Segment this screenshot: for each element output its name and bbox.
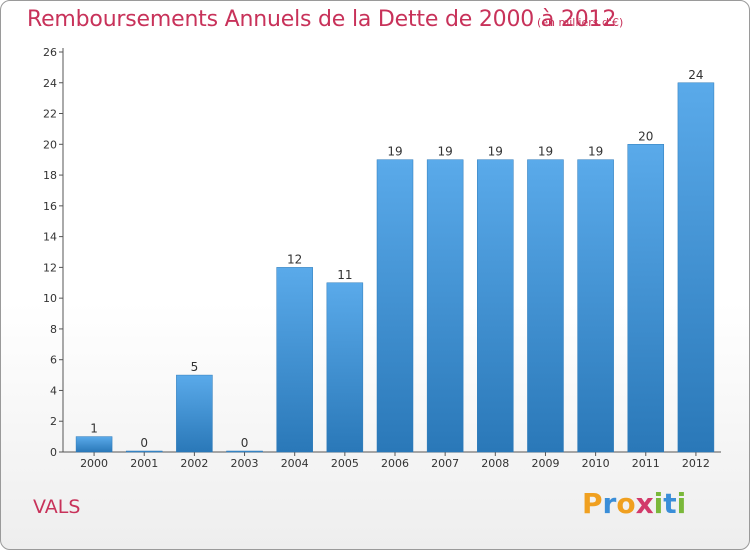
bar-2000 <box>75 436 113 453</box>
logo-letter: x <box>635 487 654 520</box>
x-tick-label: 2004 <box>281 457 309 470</box>
bar-2011 <box>627 144 665 453</box>
x-tick-label: 2008 <box>481 457 509 470</box>
bar-2009 <box>527 159 564 453</box>
x-tick-label: 2003 <box>231 457 259 470</box>
value-label: 19 <box>488 145 503 159</box>
value-label: 1 <box>90 422 98 436</box>
x-tick-label: 2007 <box>431 457 459 470</box>
y-tick-label: 0 <box>50 446 57 459</box>
bar-2010 <box>577 159 614 453</box>
bar-2004 <box>276 267 313 453</box>
y-tick-label: 16 <box>43 200 57 213</box>
x-tick-label: 2011 <box>632 457 660 470</box>
x-tick-label: 2006 <box>381 457 409 470</box>
x-tick-label: 2010 <box>582 457 610 470</box>
value-label: 19 <box>588 145 603 159</box>
value-label: 19 <box>438 145 453 159</box>
y-tick-label: 8 <box>50 323 57 336</box>
commune-name: VALS <box>33 496 81 518</box>
proxiti-logo: Proxiti <box>582 487 686 520</box>
bar-2006 <box>376 159 414 453</box>
bar-2007 <box>426 159 464 453</box>
y-tick-label: 12 <box>43 261 57 274</box>
y-tick-label: 18 <box>43 169 57 182</box>
y-tick-label: 10 <box>43 292 57 305</box>
value-label: 11 <box>337 268 352 282</box>
y-tick-label: 20 <box>43 138 57 151</box>
logo-letter: P <box>582 487 603 520</box>
value-label: 0 <box>140 436 148 450</box>
logo-letter: i <box>676 487 687 520</box>
x-tick-label: 2002 <box>180 457 208 470</box>
value-label: 5 <box>191 360 199 374</box>
value-label: 12 <box>287 252 302 266</box>
value-label: 20 <box>638 129 653 143</box>
bar-2003 <box>226 450 263 453</box>
value-label: 19 <box>387 145 402 159</box>
logo-letter: o <box>616 487 636 520</box>
logo-letter: r <box>602 487 617 520</box>
logo-letter: i <box>653 487 664 520</box>
y-tick-label: 14 <box>43 231 57 244</box>
y-tick-label: 26 <box>43 46 57 59</box>
y-tick-label: 22 <box>43 108 57 121</box>
y-tick-label: 6 <box>50 354 57 367</box>
bar-2002 <box>176 374 213 453</box>
x-tick-label: 2001 <box>130 457 158 470</box>
x-tick-label: 2009 <box>531 457 559 470</box>
x-tick-label: 2000 <box>80 457 108 470</box>
y-tick-label: 4 <box>50 384 57 397</box>
value-label: 19 <box>538 145 553 159</box>
bar-2001 <box>125 450 163 453</box>
logo-letter: t <box>663 487 677 520</box>
x-tick-label: 2012 <box>682 457 710 470</box>
bar-2005 <box>326 282 364 453</box>
chart-title: Remboursements Annuels de la Dette de 20… <box>27 7 617 32</box>
x-tick-label: 2005 <box>331 457 359 470</box>
y-tick-label: 24 <box>43 77 57 90</box>
chart-unit: (en milliers d'€) <box>537 16 624 29</box>
y-tick-label: 2 <box>50 415 57 428</box>
bar-2008 <box>477 159 514 453</box>
value-label: 24 <box>688 68 703 82</box>
value-label: 0 <box>241 436 249 450</box>
bar-2012 <box>677 82 715 453</box>
